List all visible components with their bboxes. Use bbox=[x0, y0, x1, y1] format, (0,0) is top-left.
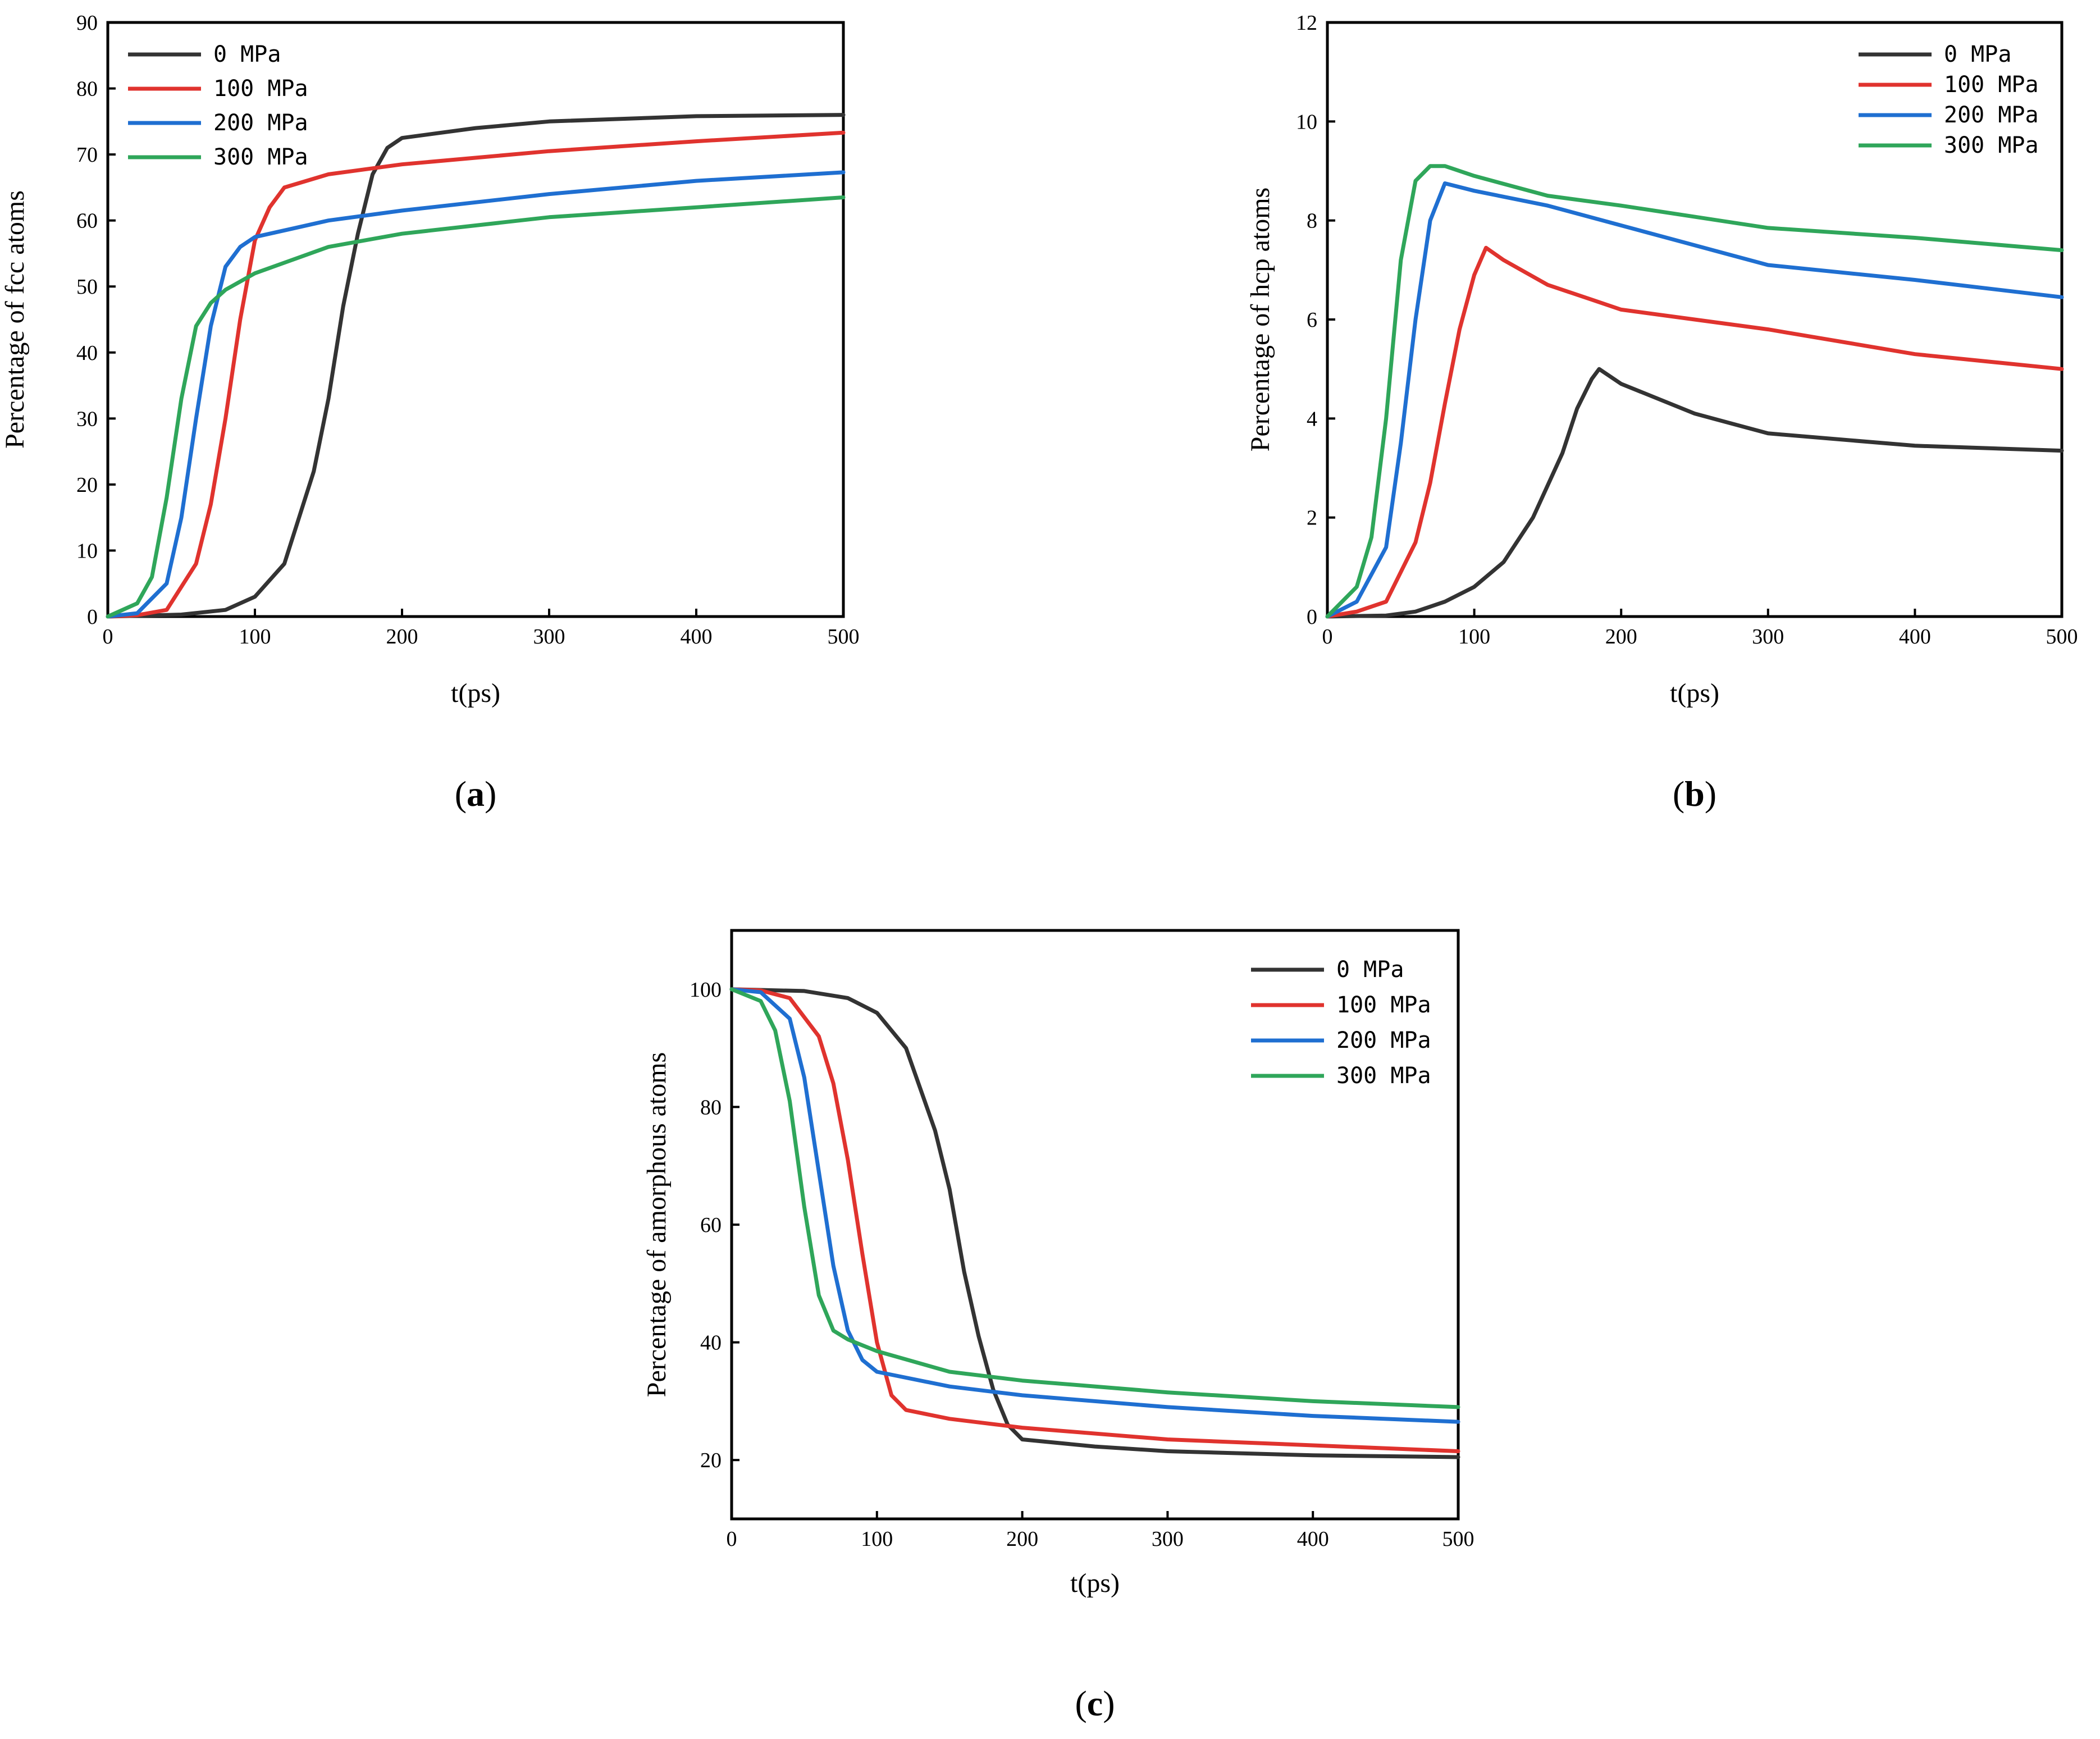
x-tick-label: 100 bbox=[239, 625, 271, 649]
y-tick-label: 80 bbox=[76, 77, 98, 101]
series-line-300-mpa bbox=[1325, 164, 2064, 619]
y-tick-label: 80 bbox=[700, 1096, 722, 1119]
chart-panel-b: 0 100 200 300 400 500 0 2 4 6 8 10 12 0 MPa 100 MPa 200… bbox=[1245, 11, 2078, 814]
y-tick-label: 60 bbox=[700, 1213, 722, 1237]
x-tick-label: 200 bbox=[1006, 1527, 1038, 1551]
series-line-200-mpa bbox=[729, 987, 1460, 1424]
x-axis-title: t(ps) bbox=[1670, 678, 1719, 708]
x-axis-title: t(ps) bbox=[451, 678, 500, 708]
x-tick-label: 100 bbox=[1458, 625, 1490, 649]
plot-frame bbox=[106, 21, 845, 618]
x-tick-label: 500 bbox=[828, 625, 860, 649]
y-tick-label: 40 bbox=[700, 1331, 722, 1355]
x-tick-label: 400 bbox=[1899, 625, 1931, 649]
series-line-300-mpa bbox=[729, 987, 1460, 1409]
x-axis-title: t(ps) bbox=[1070, 1568, 1120, 1598]
legend-label: 100 MPa bbox=[1944, 72, 2039, 98]
x-tick-label: 300 bbox=[1152, 1527, 1184, 1551]
plot-frame bbox=[730, 929, 1460, 1521]
x-tick-label: 300 bbox=[533, 625, 565, 649]
legend-label: 300 MPa bbox=[1944, 133, 2039, 158]
x-tick-label: 100 bbox=[861, 1527, 893, 1551]
legend-label: 0 MPa bbox=[1336, 957, 1404, 983]
legend-label: 100 MPa bbox=[213, 76, 308, 102]
y-tick-label: 90 bbox=[76, 11, 98, 35]
x-tick-label: 0 bbox=[103, 625, 113, 649]
legend-label: 0 MPa bbox=[1944, 42, 2011, 67]
panel-label: (a) bbox=[455, 774, 497, 814]
x-tick-label: 200 bbox=[1605, 625, 1637, 649]
y-tick-label: 6 bbox=[1307, 308, 1317, 332]
series-line-0-mpa bbox=[1325, 367, 2064, 619]
series-line-0-mpa bbox=[729, 987, 1460, 1459]
y-tick-label: 20 bbox=[76, 473, 98, 497]
series-line-100-mpa bbox=[106, 130, 846, 619]
legend-label: 200 MPa bbox=[213, 110, 308, 136]
y-tick-label: 0 bbox=[87, 605, 98, 629]
y-tick-label: 50 bbox=[76, 275, 98, 299]
series-line-200-mpa bbox=[1325, 181, 2064, 619]
chart-panel-a: 0 100 200 300 400 500 0 10 20 30 40 50 60 70 80 90 0 MPa… bbox=[0, 11, 860, 814]
series-line-0-mpa bbox=[106, 113, 846, 619]
y-axis-title: Percentage of fcc atoms bbox=[0, 190, 30, 449]
legend-label: 300 MPa bbox=[1336, 1063, 1431, 1089]
x-tick-label: 0 bbox=[1322, 625, 1333, 649]
x-tick-label: 400 bbox=[1297, 1527, 1329, 1551]
series-line-300-mpa bbox=[106, 195, 846, 619]
legend-label: 300 MPa bbox=[213, 144, 308, 170]
x-tick-label: 200 bbox=[386, 625, 418, 649]
legend-label: 200 MPa bbox=[1944, 102, 2039, 128]
y-tick-label: 10 bbox=[76, 539, 98, 563]
y-tick-label: 4 bbox=[1307, 407, 1317, 431]
y-tick-label: 60 bbox=[76, 209, 98, 233]
y-tick-label: 30 bbox=[76, 407, 98, 431]
y-tick-label: 2 bbox=[1307, 506, 1317, 530]
series-line-100-mpa bbox=[729, 987, 1460, 1453]
x-tick-label: 300 bbox=[1752, 625, 1784, 649]
panel-label: (b) bbox=[1673, 774, 1716, 814]
chart-panel-c: 0 100 200 300 400 500 20 40 60 80 100 0 MPa 100 MPa 2… bbox=[642, 929, 1474, 1723]
series-line-200-mpa bbox=[106, 170, 846, 619]
y-tick-label: 0 bbox=[1307, 605, 1317, 629]
y-tick-label: 8 bbox=[1307, 209, 1317, 233]
x-tick-label: 500 bbox=[2046, 625, 2078, 649]
series-line-100-mpa bbox=[1325, 245, 2064, 619]
legend-label: 100 MPa bbox=[1336, 992, 1431, 1018]
y-tick-label: 100 bbox=[690, 978, 722, 1002]
legend-label: 0 MPa bbox=[213, 42, 281, 67]
y-tick-label: 70 bbox=[76, 143, 98, 167]
x-tick-label: 0 bbox=[727, 1527, 737, 1551]
y-axis-title: Percentage of hcp atoms bbox=[1245, 188, 1275, 451]
x-tick-label: 400 bbox=[681, 625, 713, 649]
y-tick-label: 40 bbox=[76, 341, 98, 365]
x-tick-label: 500 bbox=[1442, 1527, 1474, 1551]
legend-label: 200 MPa bbox=[1336, 1028, 1431, 1053]
y-tick-label: 12 bbox=[1296, 11, 1317, 35]
panel-label: (c) bbox=[1075, 1683, 1115, 1723]
y-tick-label: 10 bbox=[1296, 110, 1317, 134]
y-axis-title: Percentage of amorphous atoms bbox=[642, 1052, 672, 1397]
y-tick-label: 20 bbox=[700, 1449, 722, 1472]
